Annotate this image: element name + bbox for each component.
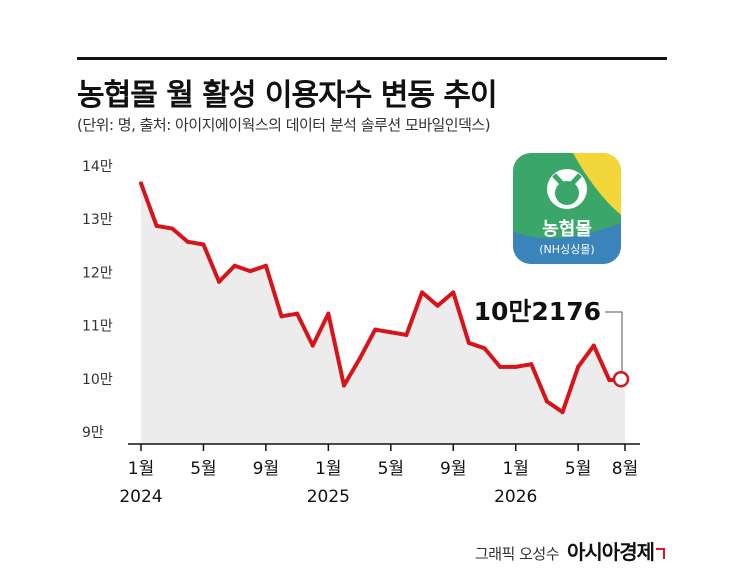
annotation-label: 10만2176 [474, 297, 601, 326]
data-point [498, 364, 503, 369]
data-point [482, 346, 487, 351]
x-tick-year: 2025 [307, 487, 350, 507]
data-point [466, 340, 471, 345]
highlight-point [612, 370, 630, 388]
x-axis-ticks: 1월 2024 5월 9월 1월 2025 5월 9월 1월 2026 5월 8월 [119, 444, 638, 507]
brand-mark-icon [656, 548, 665, 559]
series-line [139, 182, 626, 415]
app-icon-name: 농협몰 [542, 218, 592, 240]
x-tick-month: 8월 [612, 459, 638, 479]
y-tick-label: 12만 [82, 265, 113, 281]
data-point [248, 269, 253, 274]
brand-name: 아시아경제 [567, 540, 655, 564]
chart-title: 농협몰 월 활성 이용자수 변동 추이 [77, 78, 498, 113]
data-point [420, 290, 425, 295]
graphic-credit: 그래픽 오성수 [474, 545, 560, 563]
y-axis-labels: 9만 10만 11만 12만 13만 14만 [82, 159, 113, 441]
nh-logo-icon: 농협몰 (NH싱싱몰) [513, 153, 621, 264]
area-fill [141, 183, 625, 444]
y-tick-label: 10만 [82, 372, 113, 388]
chart-subtitle: (단위: 명, 출처: 아이지에이웍스의 데이터 분석 솔루션 모바일인덱스) [77, 116, 491, 134]
data-point [263, 263, 268, 268]
x-tick-month: 5월 [565, 459, 591, 479]
data-point [170, 226, 175, 231]
data-point [139, 181, 143, 186]
data-point [544, 399, 549, 404]
data-point [373, 327, 378, 332]
data-points [139, 181, 627, 415]
data-point [201, 242, 206, 247]
data-point [357, 356, 362, 361]
y-tick-label: 11만 [82, 319, 113, 335]
top-rule [77, 57, 667, 60]
data-point [513, 364, 518, 369]
data-point [341, 383, 346, 388]
data-point [388, 330, 393, 335]
x-tick-month: 5월 [190, 459, 216, 479]
data-point [451, 290, 456, 295]
x-tick-month: 1월 [128, 459, 154, 479]
x-tick-year: 2026 [494, 487, 537, 507]
data-point [279, 314, 284, 319]
annotation: 10만2176 [474, 297, 630, 388]
x-tick-year: 2024 [119, 487, 162, 507]
data-point [232, 263, 237, 268]
y-tick-label: 9만 [82, 425, 104, 441]
data-point [295, 311, 300, 316]
data-point [154, 223, 159, 228]
data-point [529, 362, 534, 367]
y-tick-label: 14만 [82, 159, 113, 175]
x-tick-month: 5월 [378, 459, 404, 479]
y-tick-label: 13만 [82, 212, 113, 228]
data-point [326, 311, 331, 316]
x-tick-month: 9월 [253, 459, 279, 479]
data-point [591, 343, 596, 348]
data-point [217, 279, 222, 284]
brand-logo: 아시아경제 [567, 536, 665, 565]
data-point [560, 410, 565, 415]
x-tick-month: 1월 [502, 459, 528, 479]
data-point [310, 343, 315, 348]
data-point [607, 378, 612, 383]
app-icon-subname: (NH싱싱몰) [539, 243, 594, 256]
data-point [404, 332, 409, 337]
x-tick-month: 1월 [315, 459, 341, 479]
x-tick-month: 9월 [440, 459, 466, 479]
data-point [576, 364, 581, 369]
data-point [435, 303, 440, 308]
annotation-leader [605, 311, 623, 372]
data-point [185, 239, 190, 244]
credit: 그래픽 오성수 아시아경제 [475, 536, 665, 565]
